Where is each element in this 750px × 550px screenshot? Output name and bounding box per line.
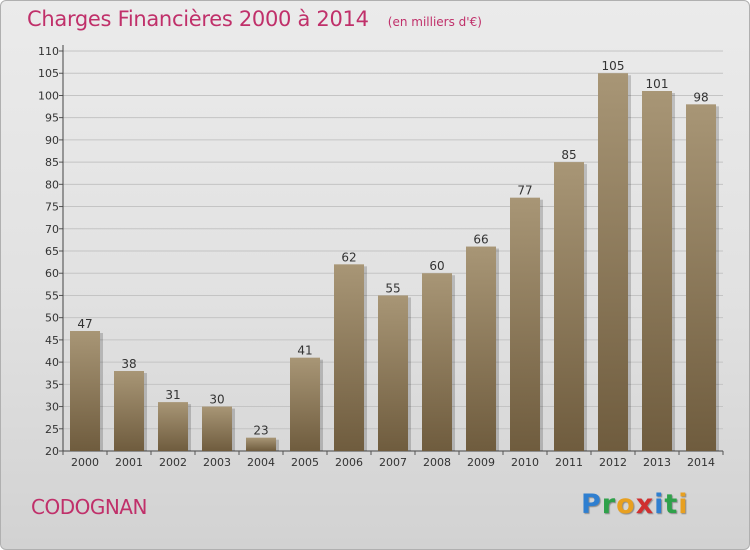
x-tick-label: 2010 [511,456,539,469]
data-label: 66 [473,233,488,247]
bar [510,197,540,451]
y-tick-label: 80 [45,178,59,191]
x-tick-label: 2006 [335,456,363,469]
y-tick-label: 65 [45,245,59,258]
y-tick-label: 20 [45,445,59,458]
y-tick-label: 25 [45,423,59,436]
label-layer: 47 2000 38 2001 31 2002 30 2003 23 2004 41 2005 62 20… [71,59,715,469]
bar [290,357,320,451]
x-tick-label: 2001 [115,456,143,469]
y-tick-label: 95 [45,112,59,125]
bar [598,73,628,451]
commune-name: CODOGNAN [31,495,147,519]
logo-letter: i [654,489,665,520]
data-label: 38 [121,357,136,371]
logo-letter: t [664,489,679,520]
logo-letter: x [635,489,655,520]
y-tick-label: 40 [45,356,59,369]
bar [422,273,452,451]
y-tick-label: 85 [45,156,59,169]
bar [686,104,716,451]
chart-unit: (en milliers d'€) [387,15,482,29]
logo-letter: i [678,489,689,520]
y-tick-label: 60 [45,267,59,280]
x-tick-label: 2011 [555,456,583,469]
proxiti-logo[interactable]: Proxiti [581,489,689,520]
y-tick-label: 90 [45,134,59,147]
axis-layer: 20 25 30 35 40 45 50 55 60 65 70 75 80 85 90 95 100 105 11… [38,45,724,458]
x-tick-label: 2009 [467,456,495,469]
data-label: 47 [77,317,92,331]
y-tick-label: 50 [45,312,59,325]
bar [246,437,276,451]
y-tick-label: 55 [45,289,59,302]
bar [70,331,100,451]
logo-letter: o [616,489,636,520]
data-label: 30 [209,393,224,407]
data-label: 55 [385,281,400,295]
data-label: 60 [429,259,444,273]
y-tick-label: 35 [45,378,59,391]
x-tick-label: 2005 [291,456,319,469]
x-tick-label: 2003 [203,456,231,469]
data-label: 77 [517,184,532,198]
logo-letter: P [581,489,602,520]
y-tick-label: 110 [38,45,59,58]
x-tick-label: 2012 [599,456,627,469]
bar [378,295,408,451]
x-tick-label: 2000 [71,456,99,469]
bar [466,246,496,451]
data-label: 85 [561,148,576,162]
x-tick-label: 2014 [687,456,715,469]
x-tick-label: 2002 [159,456,187,469]
y-tick-label: 105 [38,67,59,80]
x-tick-label: 2007 [379,456,407,469]
bar [202,406,232,451]
x-tick-label: 2008 [423,456,451,469]
bar [158,402,188,451]
y-tick-label: 70 [45,223,59,236]
data-label: 105 [602,59,625,73]
bar [642,91,672,451]
bar [334,264,364,451]
data-label: 101 [646,77,669,91]
data-label: 62 [341,250,356,264]
x-tick-label: 2004 [247,456,275,469]
data-label: 98 [693,90,708,104]
data-label: 31 [165,388,180,402]
data-label: 41 [297,344,312,358]
y-tick-label: 100 [38,89,59,102]
chart-title: Charges Financières 2000 à 2014 [27,7,369,31]
logo-letter: r [601,489,617,520]
bar-layer [70,73,719,451]
title-row: Charges Financières 2000 à 2014 (en mill… [27,7,482,31]
data-label: 23 [253,424,268,438]
x-tick-label: 2013 [643,456,671,469]
bar [554,162,584,451]
y-tick-label: 45 [45,334,59,347]
bar [114,371,144,451]
y-tick-label: 30 [45,401,59,414]
y-tick-label: 75 [45,201,59,214]
